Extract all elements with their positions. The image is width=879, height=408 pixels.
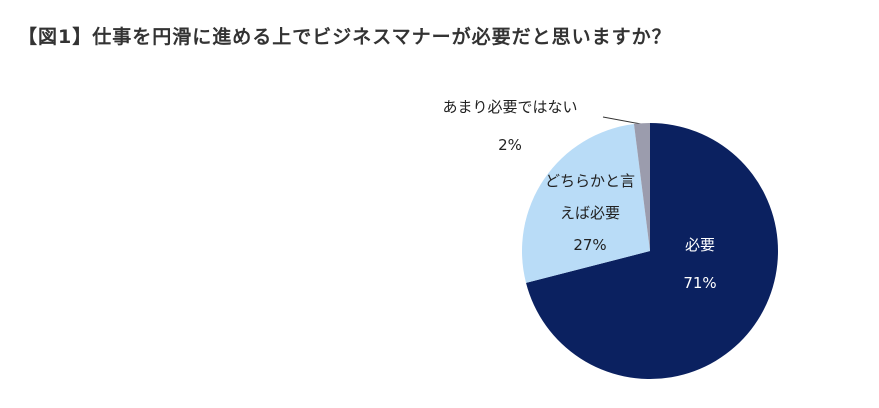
pie-slice: [522, 124, 650, 283]
leader-line: [602, 116, 642, 125]
pie-slice: [633, 123, 650, 251]
pie-slice: [526, 123, 779, 379]
slice-label: あまり必要ではない: [442, 98, 578, 116]
value-label: 2%: [498, 136, 522, 154]
value-label: 71%: [683, 274, 717, 292]
chart-title: 【図1】仕事を円滑に進める上でビジネスマナーが必要だと思いますか？: [18, 26, 672, 48]
value-label: 27%: [573, 236, 607, 254]
slice-label: 必要: [684, 236, 715, 254]
slice-label: どちらかと言えば必要: [544, 172, 635, 222]
